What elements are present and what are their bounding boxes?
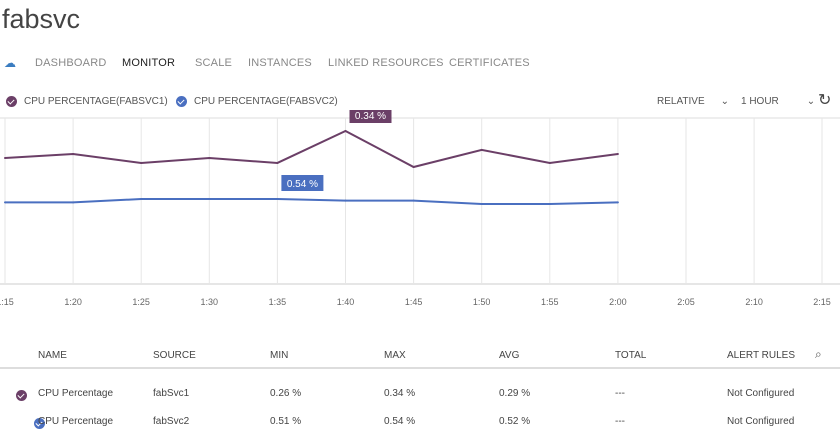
data-point <box>344 130 347 132</box>
series-line-2 <box>5 198 618 205</box>
tab-certificates[interactable]: CERTIFICATES <box>449 57 530 69</box>
tab-monitor[interactable]: MONITOR <box>122 57 176 69</box>
legend-item-fabsvc2[interactable]: CPU PERCENTAGE(FABSVC2) <box>176 96 338 107</box>
data-point <box>72 152 75 155</box>
table-cell: Not Configured <box>727 388 795 399</box>
table-cell: 0.26 % <box>270 388 302 399</box>
data-point <box>4 201 6 204</box>
chevron-down-icon: ⌄ <box>720 96 729 107</box>
x-tick-label: 1:20 <box>64 297 82 307</box>
cloud-service-icon: ☁ <box>4 56 16 70</box>
x-tick-label: 1:40 <box>337 297 355 307</box>
table-cell: CPU Percentage <box>38 416 114 427</box>
data-point <box>616 201 619 204</box>
column-header[interactable]: MIN <box>270 350 289 361</box>
value-callout-label: 0.34 % <box>355 111 386 122</box>
data-point <box>276 161 279 164</box>
x-tick-label: 2:10 <box>745 297 763 307</box>
check-icon[interactable] <box>16 390 27 401</box>
value-callout <box>281 175 324 191</box>
data-point <box>208 198 211 200</box>
column-header[interactable]: AVG <box>499 350 520 361</box>
column-header[interactable]: TOTAL <box>615 350 647 361</box>
mode-value: RELATIVE <box>657 96 705 107</box>
page-title: fabsvc <box>2 4 81 34</box>
legend-label: CPU PERCENTAGE(FABSVC2) <box>194 96 338 107</box>
table-cell: 0.52 % <box>499 416 531 427</box>
table-cell: Not Configured <box>727 416 795 427</box>
table-cell: CPU Percentage <box>38 388 114 399</box>
x-tick-label: 2:15 <box>813 297 831 307</box>
data-point <box>208 157 211 159</box>
series-line-1 <box>4 129 619 169</box>
tab-dashboard[interactable]: DASHBOARD <box>35 57 107 69</box>
data-point <box>344 199 347 202</box>
data-point <box>276 198 279 200</box>
value-callout-label: 0.54 % <box>287 179 318 190</box>
x-tick-label: 1:35 <box>269 297 287 307</box>
table-header-row <box>0 343 840 369</box>
column-header[interactable]: SOURCE <box>153 350 196 361</box>
data-point <box>72 201 75 204</box>
table-cell: 0.51 % <box>270 416 302 427</box>
x-tick-label: 1:55 <box>541 297 559 307</box>
data-point <box>140 161 143 164</box>
range-value: 1 HOUR <box>741 96 779 107</box>
tab-instances[interactable]: INSTANCES <box>248 57 312 69</box>
table-cell: fabSvc1 <box>153 388 190 399</box>
x-tick-label: 1:30 <box>201 297 219 307</box>
table-cell: --- <box>615 416 625 427</box>
x-tick-label: 1:50 <box>473 297 491 307</box>
x-tick-label: 2:05 <box>677 297 695 307</box>
data-point <box>412 199 415 202</box>
refresh-icon[interactable]: ↻ <box>818 92 832 109</box>
table-cell: 0.34 % <box>384 388 416 399</box>
data-point <box>616 152 619 155</box>
tab-scale[interactable]: SCALE <box>195 57 233 69</box>
x-tick-label: 1:45 <box>405 297 423 307</box>
data-point <box>412 166 415 168</box>
check-icon <box>176 96 187 107</box>
data-point <box>140 198 143 200</box>
legend-item-fabsvc1[interactable]: CPU PERCENTAGE(FABSVC1) <box>6 96 168 107</box>
column-header[interactable]: ALERT RULES <box>727 350 795 361</box>
table-cell: 0.29 % <box>499 388 531 399</box>
table-cell: fabSvc2 <box>153 416 190 427</box>
data-point <box>480 148 483 151</box>
cpu-chart: 1:15 1:20 1:25 1:30 1:35 1:40 1:45 1:50 1:55 2:00… <box>0 110 840 307</box>
data-point <box>4 157 6 159</box>
mode-dropdown[interactable]: RELATIVE ⌄ <box>657 96 729 107</box>
table-cell: --- <box>615 388 625 399</box>
data-point <box>480 203 483 205</box>
table-cell: 0.54 % <box>384 416 416 427</box>
chevron-down-icon: ⌄ <box>806 96 816 107</box>
range-dropdown[interactable]: 1 HOUR ⌄ <box>741 96 815 107</box>
x-tick-label: 1:15 <box>0 297 14 307</box>
data-point <box>548 161 551 164</box>
legend-label: CPU PERCENTAGE(FABSVC1) <box>24 96 168 107</box>
x-tick-label: 2:00 <box>609 297 627 307</box>
column-header[interactable]: NAME <box>38 350 67 361</box>
search-icon[interactable]: ⌕ <box>815 347 822 361</box>
tab-linked-resources[interactable]: LINKED RESOURCES <box>328 57 444 69</box>
value-callout <box>349 110 392 123</box>
check-icon[interactable] <box>34 418 45 429</box>
check-icon <box>6 96 17 107</box>
data-point <box>548 203 551 205</box>
column-header[interactable]: MAX <box>384 350 406 361</box>
x-tick-label: 1:25 <box>132 297 150 307</box>
